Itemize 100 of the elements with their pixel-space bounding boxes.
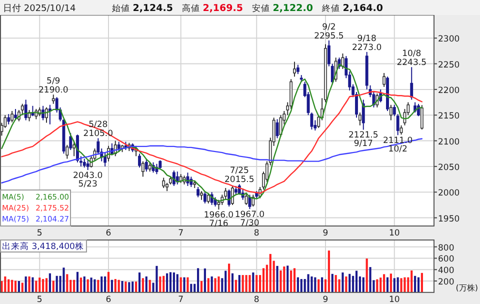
annotation: 9/18 2273.0 bbox=[352, 34, 382, 53]
bar bbox=[328, 250, 330, 292]
bar bbox=[366, 258, 368, 292]
bar bbox=[14, 280, 17, 292]
bar bbox=[28, 276, 30, 292]
bar bbox=[218, 276, 220, 292]
bar bbox=[276, 266, 278, 292]
bar bbox=[142, 278, 144, 292]
y-tick-label: 200 bbox=[438, 278, 454, 288]
candlestick bbox=[389, 104, 392, 121]
x-tick-label: 9 bbox=[322, 294, 328, 304]
bar bbox=[345, 276, 348, 292]
bar bbox=[104, 276, 106, 292]
bar bbox=[355, 270, 358, 292]
bar bbox=[169, 272, 172, 292]
bar bbox=[128, 282, 130, 292]
bar bbox=[338, 279, 340, 292]
bar bbox=[207, 278, 210, 292]
candlestick bbox=[400, 124, 403, 136]
candlestick bbox=[66, 144, 69, 160]
bar bbox=[348, 274, 351, 292]
candlestick bbox=[45, 106, 48, 124]
bar bbox=[400, 278, 402, 292]
bar bbox=[204, 268, 206, 292]
bar bbox=[390, 274, 392, 292]
bar bbox=[80, 278, 82, 292]
bar bbox=[73, 280, 76, 292]
bar bbox=[269, 254, 272, 292]
bar bbox=[180, 277, 182, 292]
candlestick bbox=[228, 189, 231, 207]
bar bbox=[321, 277, 324, 292]
bar bbox=[86, 279, 89, 292]
bar bbox=[110, 280, 113, 292]
bar bbox=[38, 278, 41, 292]
candlestick bbox=[417, 103, 420, 117]
y-tick-label: 2050 bbox=[438, 162, 460, 173]
bar bbox=[52, 280, 54, 292]
x-tick-label: 5 bbox=[36, 228, 42, 238]
text: 終値 2,164.0 bbox=[321, 3, 384, 14]
bar bbox=[186, 277, 189, 292]
bar bbox=[224, 270, 227, 292]
bar bbox=[234, 280, 237, 292]
bar bbox=[118, 280, 120, 292]
bar bbox=[100, 276, 103, 292]
bar bbox=[4, 276, 6, 292]
bar bbox=[417, 277, 420, 292]
bar bbox=[114, 279, 116, 292]
bar bbox=[24, 276, 27, 292]
bar bbox=[210, 276, 213, 292]
bar bbox=[362, 277, 364, 292]
bar bbox=[190, 284, 192, 292]
chart-title: 出来高 3,418,400株 bbox=[2, 241, 84, 252]
candlestick bbox=[206, 192, 210, 204]
bar bbox=[132, 282, 134, 292]
y-tick-label: 800 bbox=[438, 243, 454, 254]
bar bbox=[135, 282, 138, 292]
y-tick-label: 400 bbox=[438, 266, 454, 276]
bar bbox=[262, 268, 265, 292]
bar bbox=[231, 273, 234, 292]
x-tick-label: 9 bbox=[322, 228, 328, 238]
candlestick bbox=[69, 132, 72, 151]
y-tick-label: 600 bbox=[438, 254, 454, 265]
candlestick bbox=[296, 64, 300, 75]
bar bbox=[18, 281, 20, 292]
bar bbox=[307, 274, 310, 292]
bar bbox=[214, 278, 216, 292]
candlestick bbox=[117, 141, 120, 152]
bar bbox=[107, 272, 110, 292]
candlestick bbox=[420, 104, 424, 130]
bar bbox=[35, 280, 38, 292]
bar bbox=[176, 274, 178, 292]
chart-title: 日付 2025/10/14 bbox=[3, 3, 76, 14]
bar bbox=[197, 268, 200, 292]
candlestick bbox=[52, 94, 55, 104]
bar bbox=[166, 273, 168, 292]
bar bbox=[200, 281, 203, 292]
x-tick-label: 8 bbox=[254, 228, 260, 238]
bar bbox=[300, 279, 302, 292]
bar bbox=[183, 277, 186, 292]
bar bbox=[393, 278, 396, 292]
bar bbox=[228, 264, 230, 292]
bar bbox=[21, 282, 24, 292]
bar bbox=[56, 276, 58, 292]
text: 始値 2,124.5 bbox=[112, 3, 173, 14]
bar bbox=[383, 274, 386, 292]
y-tick-label: 2000 bbox=[438, 188, 460, 199]
bar bbox=[238, 275, 240, 292]
bar bbox=[404, 277, 406, 292]
x-tick-label: 7 bbox=[178, 294, 184, 304]
annotation: 9/2 2295.5 bbox=[314, 22, 344, 42]
candlestick bbox=[231, 185, 234, 206]
text: 安値 2,122.0 bbox=[252, 3, 314, 14]
candlestick bbox=[162, 177, 166, 189]
y-tick-label: 2300 bbox=[438, 34, 460, 45]
bar bbox=[296, 277, 299, 292]
candlestick bbox=[172, 170, 176, 186]
bar bbox=[90, 278, 92, 292]
bar bbox=[124, 282, 127, 292]
bar bbox=[290, 270, 292, 292]
candlestick bbox=[24, 99, 28, 121]
